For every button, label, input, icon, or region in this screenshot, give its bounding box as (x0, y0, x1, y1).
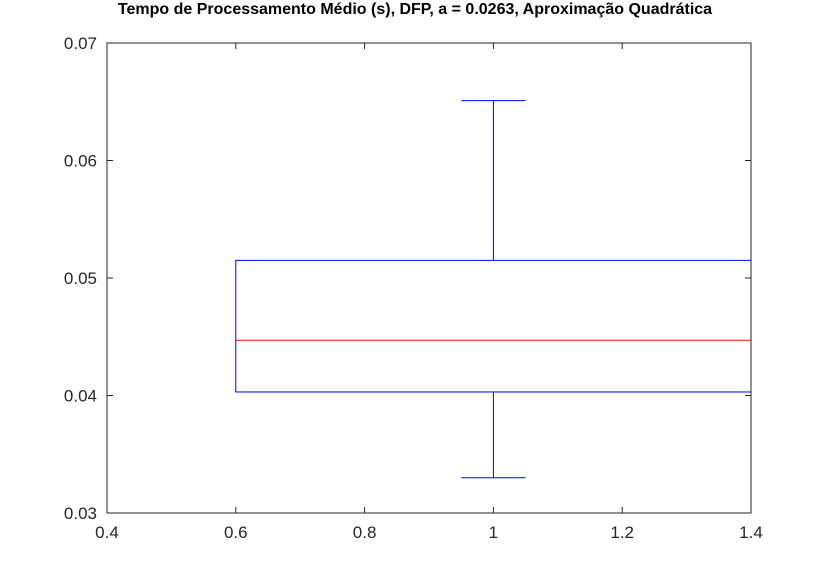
x-tick-label: 0.4 (95, 523, 119, 542)
x-tick-label: 1 (489, 523, 498, 542)
y-tick-label: 0.05 (64, 269, 97, 288)
x-tick-label: 0.8 (353, 523, 377, 542)
y-tick-label: 0.07 (64, 34, 97, 53)
y-tick-label: 0.04 (64, 387, 97, 406)
y-tick-label: 0.06 (64, 152, 97, 171)
plot-area (107, 43, 751, 513)
chart-title: Tempo de Processamento Médio (s), DFP, a… (117, 1, 713, 18)
axes-frame (106, 42, 752, 514)
x-tick-label: 1.2 (610, 523, 634, 542)
x-tick-label: 1.4 (739, 523, 763, 542)
x-tick-label: 0.6 (224, 523, 248, 542)
y-tick-label: 0.03 (64, 504, 97, 523)
